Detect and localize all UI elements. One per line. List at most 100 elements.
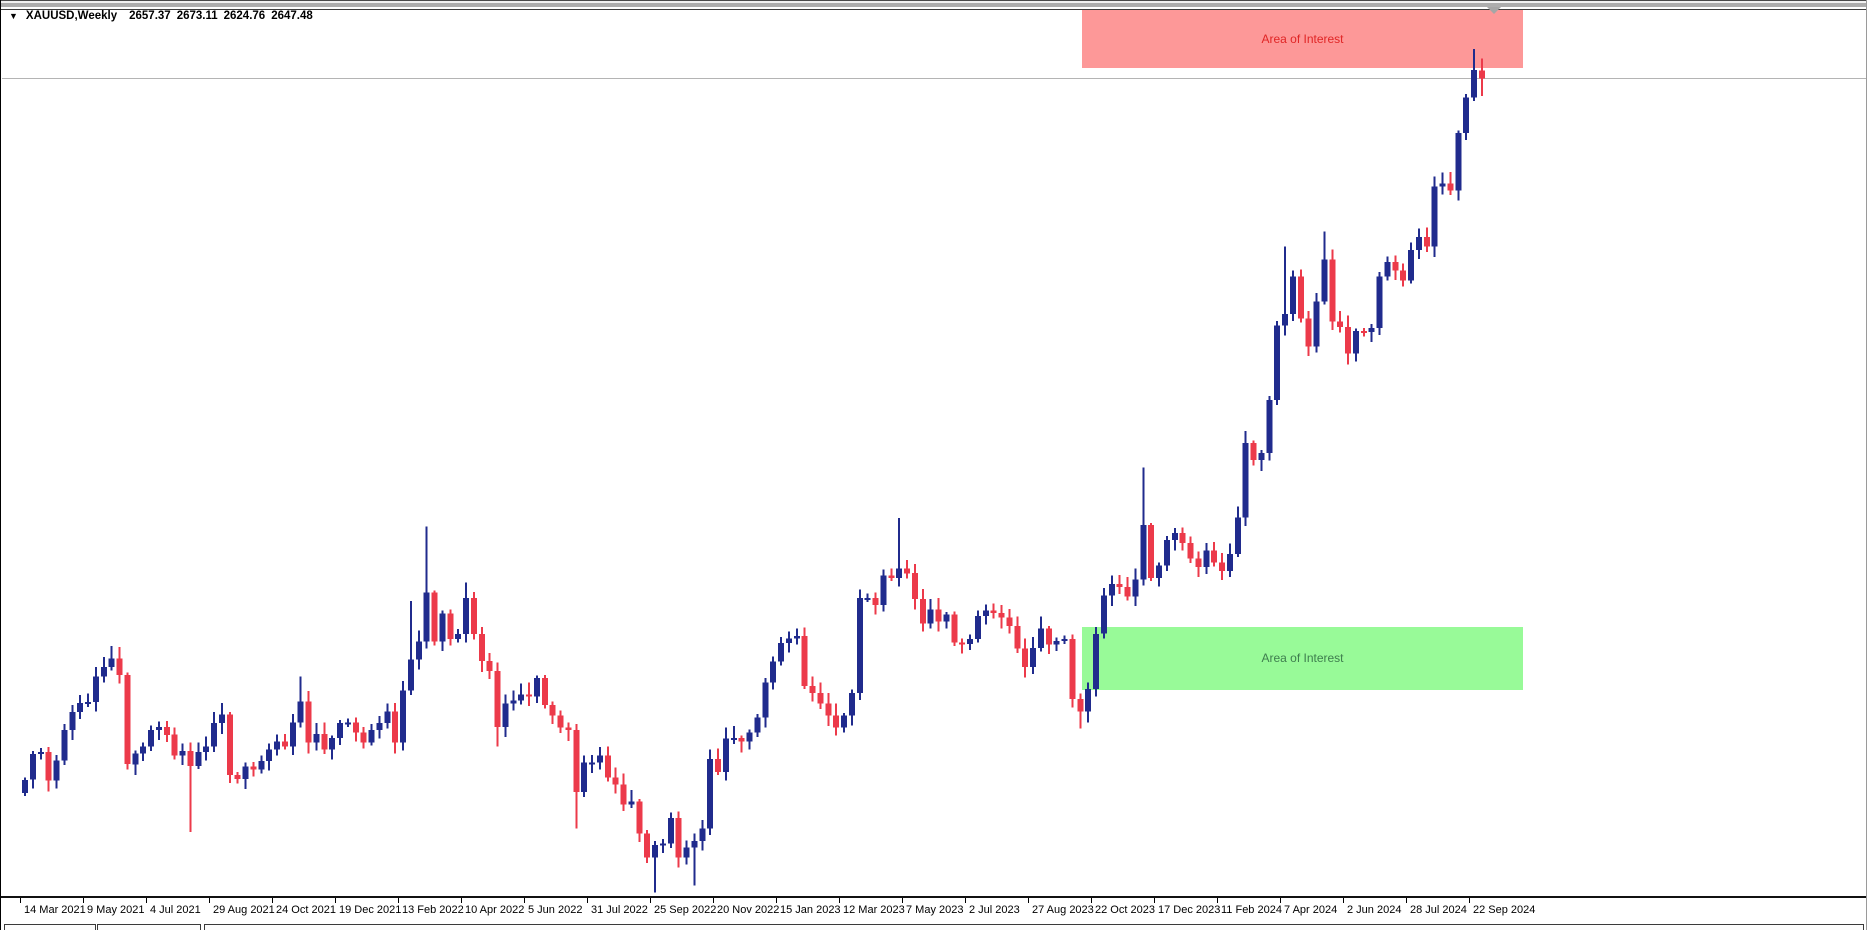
time-axis-label: 2 Jun 2024 <box>1347 904 1402 916</box>
candle-body <box>911 573 918 599</box>
candle-body <box>22 779 28 793</box>
candle-body <box>478 633 485 661</box>
candle <box>1187 536 1194 564</box>
candle-body <box>195 751 202 766</box>
candle-wick <box>409 601 412 696</box>
candle <box>904 560 910 579</box>
candle-body <box>1124 587 1131 597</box>
candle-body <box>1163 539 1170 566</box>
time-axis-label: 14 Mar 2021 <box>24 904 86 916</box>
candle <box>880 569 887 612</box>
candle <box>1014 616 1021 654</box>
candle-body <box>927 609 934 624</box>
candle <box>92 667 99 712</box>
candle-wick <box>520 683 523 705</box>
chart-shift-marker-icon[interactable] <box>1487 7 1501 14</box>
candle <box>1226 543 1233 578</box>
candle <box>856 589 863 700</box>
candle-body <box>628 801 635 805</box>
demand-zone[interactable]: Area of Interest <box>1082 626 1523 690</box>
candle-body <box>644 833 651 858</box>
candle-body <box>1345 327 1351 354</box>
candle-body <box>1431 186 1438 247</box>
candle-body <box>502 703 509 727</box>
candle <box>620 773 627 811</box>
candle-body <box>431 592 438 642</box>
candle-wick <box>157 721 160 741</box>
candle-body <box>1447 183 1454 191</box>
candle-body <box>659 843 666 846</box>
candle-wick <box>732 726 735 745</box>
time-axis-tick <box>1280 898 1281 903</box>
candle <box>1242 431 1249 526</box>
candle <box>85 693 91 707</box>
candle <box>470 591 477 640</box>
chart-tab[interactable] <box>97 924 201 930</box>
candle-body <box>274 741 280 750</box>
time-axis-label: 17 Dec 2023 <box>1158 904 1221 916</box>
candle <box>116 647 123 684</box>
time-axis-label: 4 Jul 2021 <box>150 904 201 916</box>
chart-shift-scrollbar[interactable] <box>1 0 1867 10</box>
candle <box>974 610 981 643</box>
candle <box>1053 637 1060 651</box>
candle <box>785 631 792 653</box>
candle-body <box>1187 543 1194 559</box>
candle <box>494 662 501 747</box>
candle-body <box>707 758 714 829</box>
candle <box>675 811 682 868</box>
candle <box>1329 249 1336 331</box>
candle <box>337 720 343 745</box>
candle-body <box>234 775 241 779</box>
candle-wick <box>890 568 893 581</box>
candle-body <box>69 712 76 731</box>
candle <box>344 718 351 727</box>
candle <box>801 627 808 689</box>
candle-wick <box>189 742 192 832</box>
candle <box>549 701 556 724</box>
supply-zone[interactable]: Area of Interest <box>1082 10 1523 69</box>
candle <box>707 749 714 835</box>
candle <box>1030 636 1036 675</box>
candle <box>518 683 525 705</box>
time-axis-tick <box>587 898 588 903</box>
time-axis-tick <box>650 898 651 903</box>
candle-body <box>1242 442 1249 518</box>
time-axis-label: 10 Apr 2022 <box>465 904 525 916</box>
candle-body <box>1392 261 1399 271</box>
symbol-dropdown-icon[interactable]: ▼ <box>9 11 18 21</box>
candle <box>1156 562 1162 587</box>
candle-body <box>1439 183 1446 187</box>
candle-body <box>1352 331 1359 354</box>
candle <box>226 712 233 783</box>
candle-body <box>1297 276 1304 319</box>
candle <box>1069 634 1076 708</box>
candle-body <box>982 610 989 616</box>
candle-body <box>1455 133 1462 191</box>
candle-body <box>778 643 784 662</box>
candle <box>69 705 76 741</box>
candle <box>1384 256 1391 281</box>
candle-body <box>1337 321 1344 328</box>
candle <box>1439 172 1446 195</box>
chart-tab[interactable] <box>4 924 96 930</box>
candle-body <box>1384 261 1391 277</box>
candle <box>990 603 997 619</box>
candle-body <box>904 568 910 574</box>
candle-body <box>636 801 643 834</box>
supply-zone-label: Area of Interest <box>1261 32 1344 47</box>
candle <box>817 682 824 710</box>
candle <box>1140 467 1147 586</box>
candle <box>1415 228 1422 259</box>
candle-body <box>297 701 304 723</box>
time-axis-tick <box>20 898 21 903</box>
candle-body <box>746 732 753 742</box>
candle-body <box>1368 327 1375 332</box>
time-axis-label: 2 Jul 2023 <box>969 904 1020 916</box>
candle-body <box>250 766 257 770</box>
candle-body <box>463 598 469 634</box>
time-axis-label: 22 Oct 2023 <box>1095 904 1155 916</box>
candle <box>218 702 225 734</box>
candle-body <box>565 727 572 730</box>
